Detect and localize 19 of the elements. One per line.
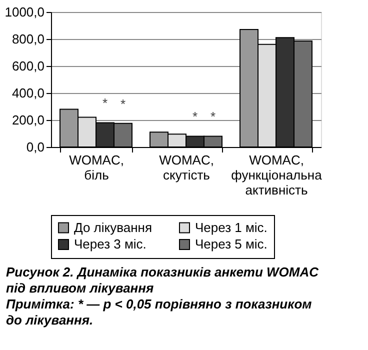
y-tick-label: 600,0 — [12, 58, 44, 74]
y-tick-label: 800,0 — [12, 32, 44, 46]
y-tick-label: 400,0 — [12, 86, 44, 100]
y-tick-label: 200,0 — [12, 112, 44, 128]
legend-label: Через 5 міс. — [195, 236, 268, 252]
y-tick-label: 1000,0 — [4, 4, 44, 20]
text: Примітка: * — p < 0,05 порівняно з показником до лікування. — [6, 296, 312, 328]
x-tick-label: WOMAC, функціональна активність — [231, 152, 323, 198]
y-tick-label: 0,0 — [26, 140, 44, 154]
annotation: * — [120, 96, 126, 112]
legend-label: Через 1 міс. — [195, 220, 268, 235]
x-tick-label: WOMAC, скутість — [159, 152, 214, 182]
legend-label: До лікування — [74, 220, 152, 235]
legend-label: Через 3 міс. — [74, 236, 146, 252]
annotation: * — [102, 96, 108, 111]
text: Рисунок 2. Динаміка показників анкети WOMAC під впливом лікування — [6, 264, 320, 296]
x-tick-label: WOMAC, біль — [69, 152, 124, 182]
annotation: * — [210, 109, 216, 124]
annotation: * — [192, 109, 198, 124]
